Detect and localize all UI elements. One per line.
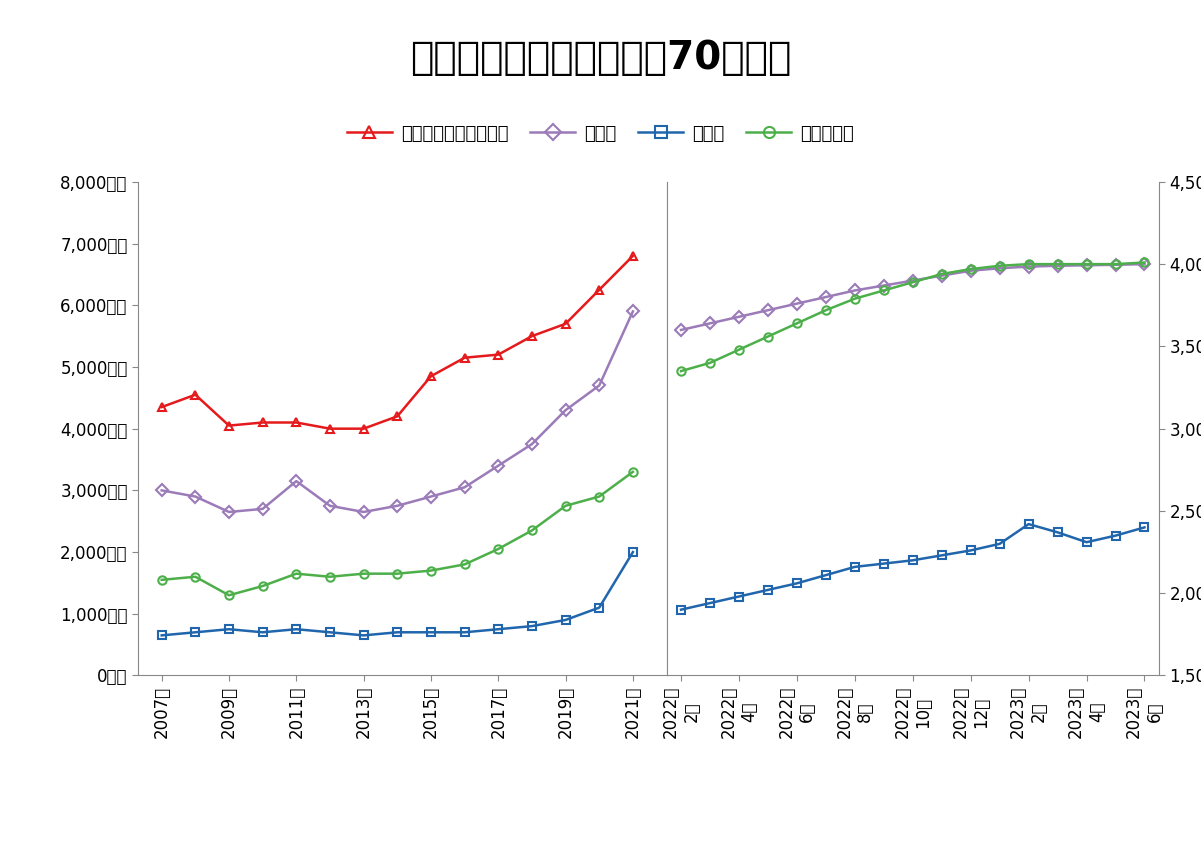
Text: 首都圏の中古マンション70㎡価格: 首都圏の中古マンション70㎡価格 (410, 39, 791, 77)
Legend: 東京都区部（左目盛）, 横浜市, 千葉市, さいたま市: 東京都区部（左目盛）, 横浜市, 千葉市, さいたま市 (340, 117, 861, 150)
